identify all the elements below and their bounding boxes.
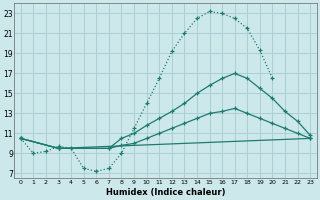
X-axis label: Humidex (Indice chaleur): Humidex (Indice chaleur) [106,188,225,197]
